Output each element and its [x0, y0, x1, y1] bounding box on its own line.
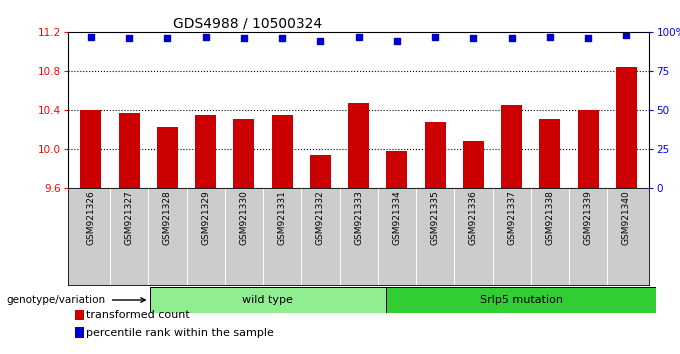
Point	[315, 38, 326, 44]
Text: GSM921336: GSM921336	[469, 190, 478, 245]
FancyBboxPatch shape	[150, 287, 386, 313]
Bar	[348, 103, 369, 188]
Text: GSM921327: GSM921327	[124, 190, 134, 245]
Text: percentile rank within the sample: percentile rank within the sample	[86, 328, 273, 338]
Text: GSM921335: GSM921335	[430, 190, 440, 245]
Text: transformed count: transformed count	[86, 310, 190, 320]
Bar	[157, 127, 178, 188]
Bar	[616, 67, 637, 188]
Bar	[195, 115, 216, 188]
Text: GDS4988 / 10500324: GDS4988 / 10500324	[173, 17, 322, 31]
Text: GSM921334: GSM921334	[392, 190, 401, 245]
Point	[468, 35, 479, 41]
Text: GSM921329: GSM921329	[201, 190, 210, 245]
Point	[277, 35, 288, 41]
Text: GSM921328: GSM921328	[163, 190, 172, 245]
Bar	[310, 155, 331, 188]
Bar	[578, 110, 598, 188]
Bar	[501, 105, 522, 188]
Text: GSM921337: GSM921337	[507, 190, 516, 245]
FancyBboxPatch shape	[386, 287, 656, 313]
Point	[124, 35, 135, 41]
Bar	[386, 150, 407, 188]
Bar	[272, 115, 292, 188]
Bar	[119, 113, 139, 188]
Text: GSM921330: GSM921330	[239, 190, 248, 245]
Text: GSM921339: GSM921339	[583, 190, 593, 245]
Point	[86, 34, 97, 39]
Text: Srlp5 mutation: Srlp5 mutation	[479, 295, 562, 305]
Point	[392, 38, 403, 44]
Text: wild type: wild type	[242, 295, 293, 305]
Text: GSM921333: GSM921333	[354, 190, 363, 245]
Point	[200, 34, 211, 39]
Text: GSM921326: GSM921326	[86, 190, 95, 245]
Text: GSM921331: GSM921331	[277, 190, 287, 245]
Bar	[233, 119, 254, 188]
Bar	[425, 122, 445, 188]
Point	[621, 32, 632, 38]
Point	[545, 34, 556, 39]
Point	[430, 34, 441, 39]
Text: GSM921338: GSM921338	[545, 190, 554, 245]
Point	[239, 35, 250, 41]
Text: genotype/variation: genotype/variation	[7, 295, 106, 305]
Text: GSM921332: GSM921332	[316, 190, 325, 245]
Text: GSM921340: GSM921340	[622, 190, 631, 245]
Bar	[463, 141, 484, 188]
Point	[506, 35, 517, 41]
Bar	[539, 119, 560, 188]
Point	[583, 35, 594, 41]
Point	[353, 34, 364, 39]
Bar	[80, 110, 101, 188]
Point	[162, 35, 173, 41]
